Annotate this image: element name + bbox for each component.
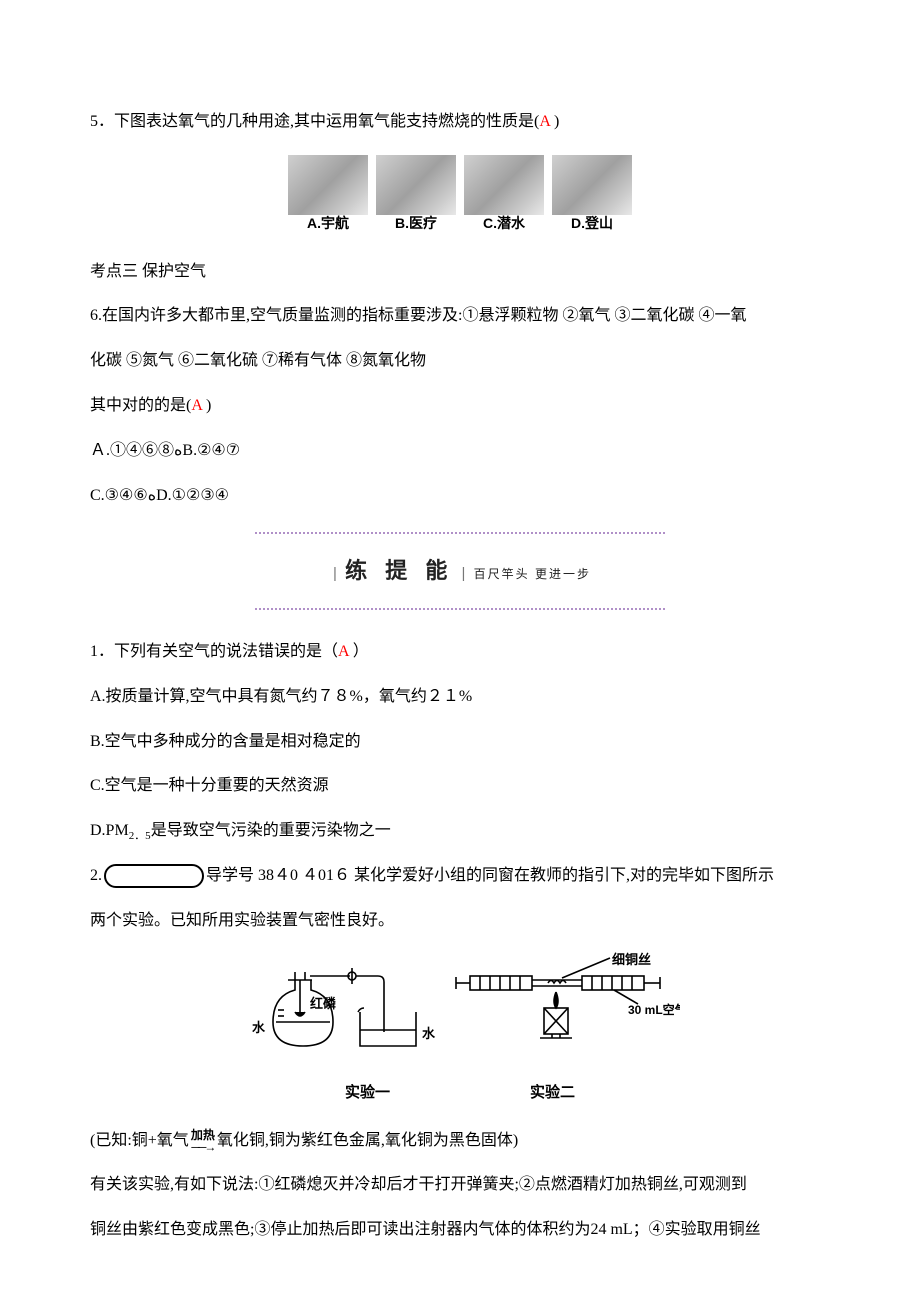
experiment-labels: 实验一 实验二 — [90, 1082, 830, 1103]
banner-bar-left: | — [333, 565, 337, 582]
exp1-label: 实验一 — [345, 1082, 390, 1103]
q5-fig-b — [376, 155, 456, 215]
p1-opt-d: D.PM2．5是导致空气污染的重要污染物之一 — [90, 809, 830, 854]
p1-answer: A — [338, 643, 349, 660]
q5-fig-a — [288, 155, 368, 215]
q5-stem-pre: 5．下图表达氧气的几种用途,其中运用氧气能支持燃烧的性质是( — [90, 113, 539, 130]
svg-label-air: 30 mL空气 — [628, 1002, 680, 1017]
p1-d-pre: D.PM — [90, 822, 129, 839]
p2-line1: 2. 导学号 38４0 ４01６ 某化学爱好小组的同窗在教师的指引下,对的完毕如下… — [90, 854, 830, 899]
banner-big: 练 提 能 — [345, 558, 453, 583]
experiment-diagram: 红磷 水 水 细铜丝 30 mL空气 — [240, 952, 680, 1082]
p1-d-post: 是导致空气污染的重要污染物之一 — [151, 822, 391, 839]
practice-banner: | 练 提 能 | 百尺竿头 更进一步 — [255, 532, 665, 610]
exp2-label: 实验二 — [530, 1082, 575, 1103]
q6-opt-a: Ａ.①④⑥⑧ﻩB.②④⑦ — [90, 429, 830, 474]
p2-num: 2. — [90, 867, 102, 884]
p2-known-post: 氧化铜,铜为紫红色金属,氧化铜为黑色固体) — [217, 1132, 518, 1149]
q5-cap-c: C.潜水 — [464, 215, 544, 232]
p2-known: (已知:铜+氧气加热──→氧化铜,铜为紫红色金属,氧化铜为黑色固体) — [90, 1119, 830, 1164]
q5-figures — [90, 155, 830, 215]
q6-opt-c: C.③④⑥ﻩD.①②③④ — [90, 474, 830, 519]
q5-cap-d: D.登山 — [552, 215, 632, 232]
p2-para1: 有关该实验,有如下说法:①红磷熄灭并冷却后才干打开弹簧夹;②点燃酒精灯加热铜丝,… — [90, 1163, 830, 1208]
q5-stem: 5．下图表达氧气的几种用途,其中运用氧气能支持燃烧的性质是(A ) — [90, 100, 830, 145]
q6-line1: 6.在国内许多大都市里,空气质量监测的指标重要涉及:①悬浮颗粒物 ②氧气 ③二氧… — [90, 294, 830, 339]
p1-stem-post: ） — [349, 643, 369, 660]
p1-opt-c: C.空气是一种十分重要的天然资源 — [90, 764, 830, 809]
q6-line2: 化碳 ⑤氮气 ⑥二氧化硫 ⑦稀有气体 ⑧氮氧化物 — [90, 339, 830, 384]
p1-d-sub: 2．5 — [129, 830, 151, 842]
q5-fig-d — [552, 155, 632, 215]
banner-small: 百尺竿头 更进一步 — [474, 567, 591, 581]
q6-line3-post: ) — [202, 397, 211, 414]
p1-opt-b: B.空气中多种成分的含量是相对稳定的 — [90, 720, 830, 765]
arrow-glyph: ──→ — [191, 1140, 214, 1154]
p1-stem: 1．下列有关空气的说法错误的是（A ） — [90, 630, 830, 675]
svg-label-wire: 细铜丝 — [612, 952, 651, 967]
banner-bar-right: | — [462, 565, 466, 582]
section-3-heading: 考点三 保护空气 — [90, 250, 830, 295]
p1-opt-a: A.按质量计算,空气中具有氮气约７８%，氧气约２１% — [90, 675, 830, 720]
q5-cap-b: B.医疗 — [376, 215, 456, 232]
svg-label-water-l: 水 — [252, 1020, 266, 1035]
p2-known-pre: (已知:铜+氧气 — [90, 1132, 189, 1149]
svg-label-hl: 红磷 — [310, 996, 337, 1011]
q5-fig-c — [464, 155, 544, 215]
q5-captions: A.宇航 B.医疗 C.潜水 D.登山 — [90, 215, 830, 232]
q6-line3-pre: 其中对的的是( — [90, 397, 191, 414]
p2-line2: 两个实验。已知所用实验装置气密性良好。 — [90, 899, 830, 944]
q5-answer: A — [539, 113, 550, 130]
q6-line3: 其中对的的是(A ) — [90, 384, 830, 429]
heat-arrow-icon: 加热──→ — [191, 1129, 215, 1153]
oval-icon — [104, 864, 204, 888]
p2-para2: 铜丝由紫红色变成黑色;③停止加热后即可读出注射器内气体的体积约为24 mL；④实… — [90, 1208, 830, 1253]
q5-stem-post: ) — [550, 113, 559, 130]
q5-cap-a: A.宇航 — [288, 215, 368, 232]
q6-answer: A — [191, 397, 202, 414]
svg-label-water-r: 水 — [422, 1026, 436, 1041]
p2-after-oval: 导学号 38４0 ４01６ 某化学爱好小组的同窗在教师的指引下,对的完毕如下图所… — [206, 867, 774, 884]
p1-stem-pre: 1．下列有关空气的说法错误的是（ — [90, 643, 338, 660]
